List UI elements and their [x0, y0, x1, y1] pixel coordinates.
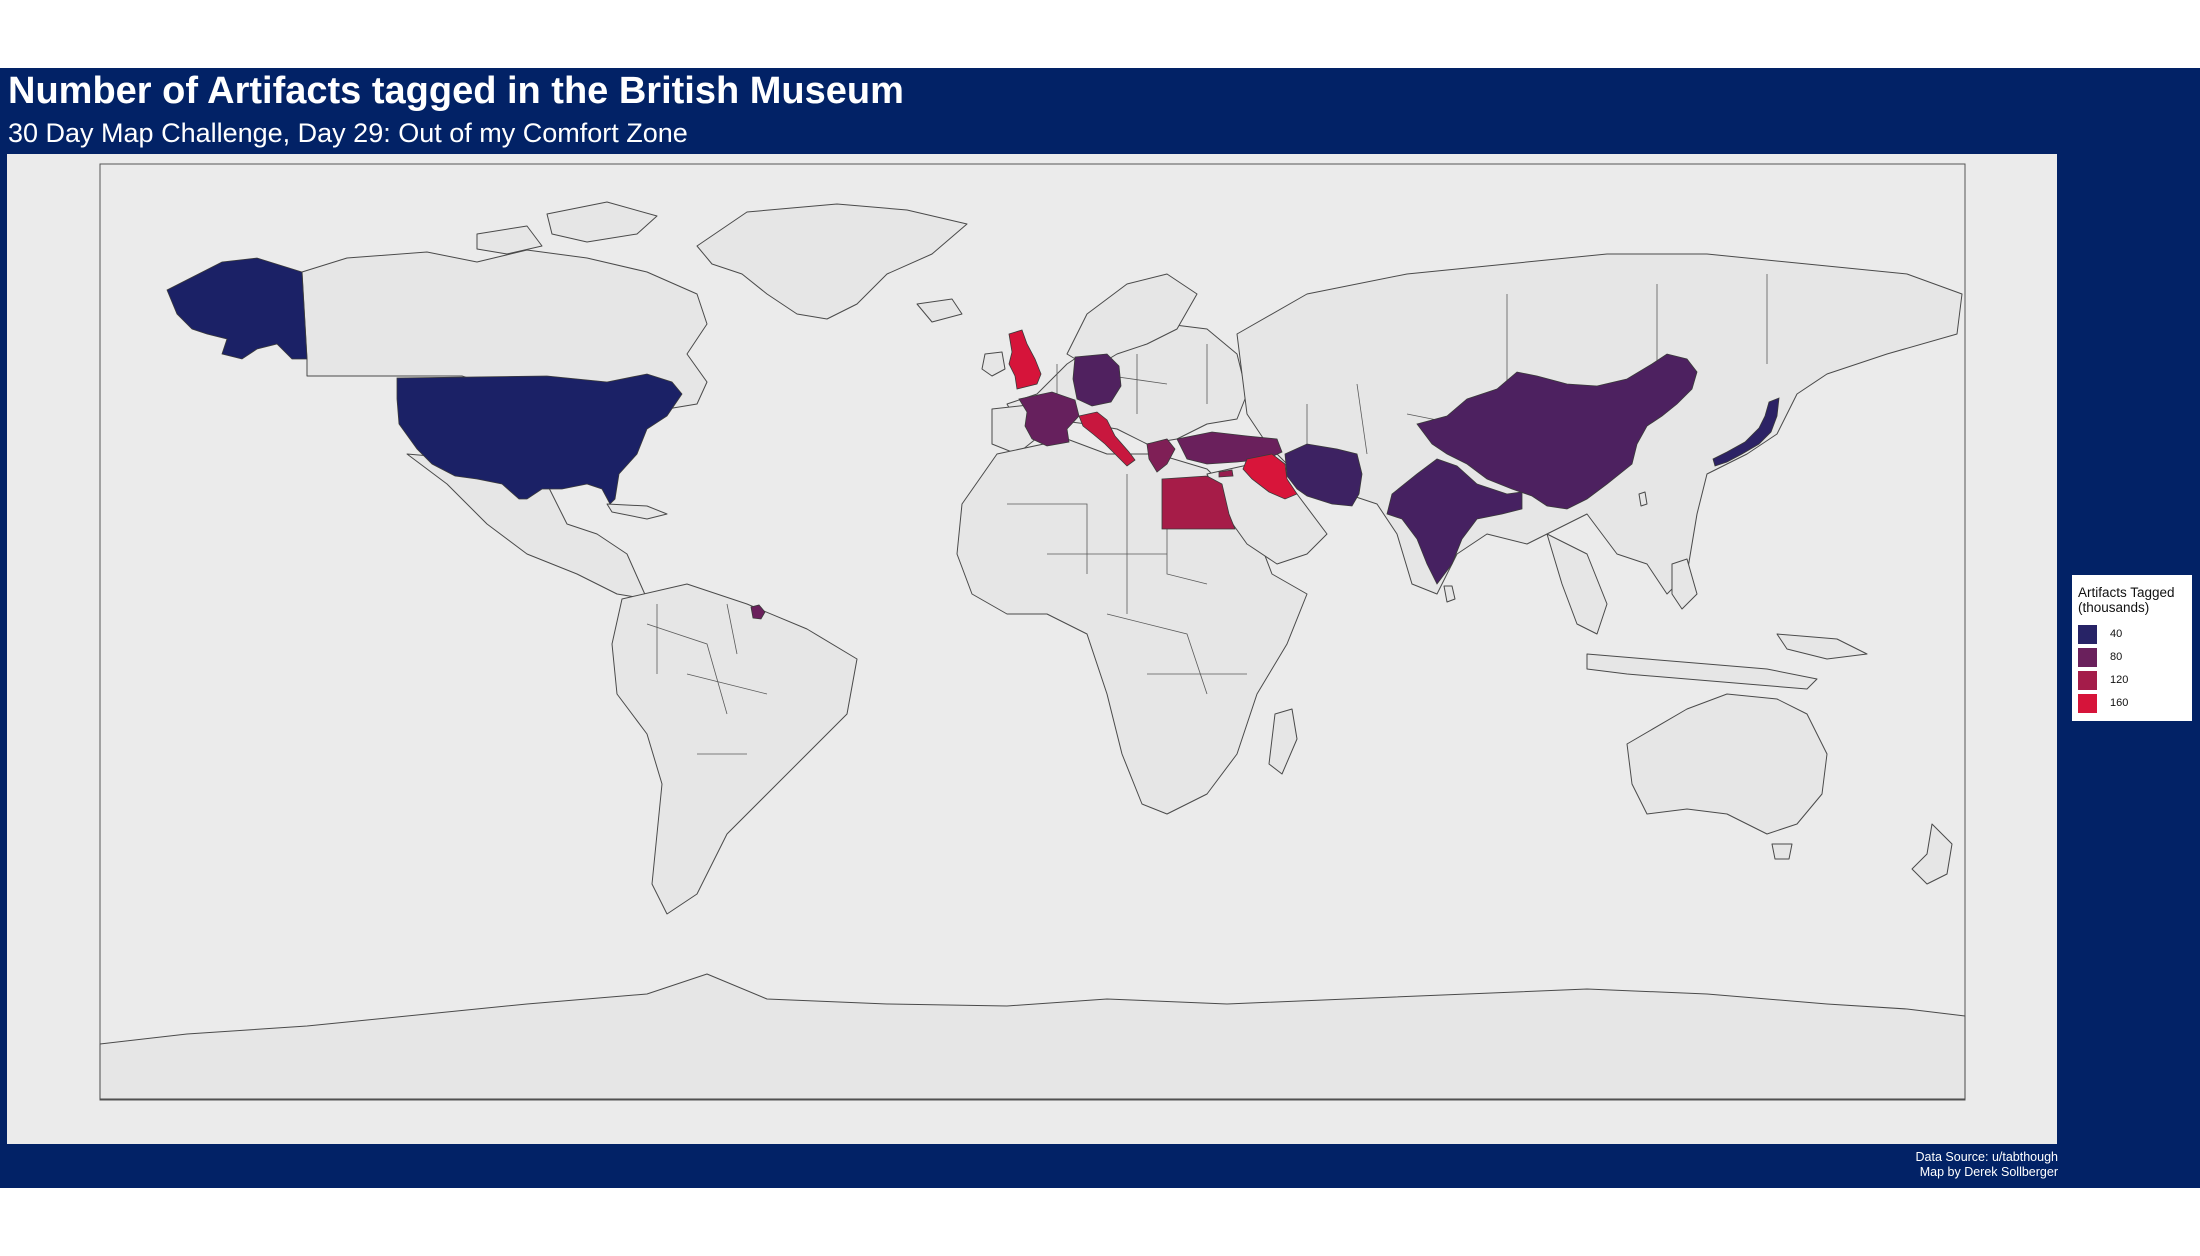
map-title: Number of Artifacts tagged in the Britis… — [8, 70, 904, 112]
legend: Artifacts Tagged (thousands) 40 80 120 1… — [2072, 575, 2192, 721]
land-australia — [1626, 693, 1828, 835]
land-new-zealand — [1911, 823, 1953, 885]
country-borders — [1056, 344, 1208, 414]
legend-label: 40 — [2110, 628, 2123, 640]
land-southeast-asia — [1546, 533, 1608, 635]
land-new-guinea — [1776, 633, 1868, 660]
legend-key — [2078, 694, 2097, 713]
land-ireland — [981, 351, 1006, 377]
caption-data-source: Data Source: u/tabthough — [1915, 1150, 2058, 1164]
land-antarctica — [99, 973, 1966, 1100]
region-united-states — [396, 373, 683, 505]
caption-author: Map by Derek Sollberger — [1919, 1165, 2058, 1179]
legend-title-line2: (thousands) — [2078, 600, 2150, 615]
map-subtitle: 30 Day Map Challenge, Day 29: Out of my … — [8, 118, 688, 148]
map-frame — [99, 163, 1966, 1101]
region-iran — [1284, 443, 1363, 507]
land-south-america — [611, 583, 858, 915]
region-germany — [1072, 353, 1122, 407]
region-italy — [1078, 411, 1136, 467]
region-greece — [1146, 438, 1176, 473]
legend-item: 160 — [2078, 694, 2188, 714]
legend-title: Artifacts Tagged (thousands) — [2078, 585, 2190, 615]
legend-item: 40 — [2078, 625, 2188, 645]
land-taiwan — [1638, 491, 1648, 507]
land-arctic-islands — [546, 201, 658, 243]
land-philippines — [1671, 558, 1698, 610]
legend-label: 120 — [2110, 674, 2129, 686]
map-plot-area — [7, 154, 2057, 1144]
land-canada — [301, 249, 708, 417]
legend-title-line1: Artifacts Tagged — [2078, 585, 2175, 600]
region-french-guiana — [750, 604, 766, 620]
legend-key — [2078, 671, 2097, 690]
land-sri-lanka — [1443, 585, 1456, 603]
region-iraq — [1242, 453, 1298, 500]
legend-item: 120 — [2078, 671, 2188, 691]
country-borders — [646, 603, 768, 755]
region-united-states-alaska — [166, 257, 308, 360]
land-africa — [956, 438, 1308, 815]
legend-key — [2078, 625, 2097, 644]
region-united-kingdom — [1008, 329, 1042, 390]
world-map — [99, 163, 1966, 1101]
legend-key — [2078, 648, 2097, 667]
region-china — [1416, 353, 1698, 510]
region-egypt — [1161, 475, 1236, 530]
legend-label: 80 — [2110, 651, 2123, 663]
land-madagascar — [1268, 708, 1298, 775]
country-borders — [1007, 274, 1768, 695]
legend-item: 80 — [2078, 648, 2188, 668]
land-iceland — [916, 298, 963, 323]
region-cyprus — [1218, 469, 1234, 478]
region-france — [1018, 391, 1080, 447]
legend-label: 160 — [2110, 697, 2129, 709]
region-japan — [1712, 397, 1780, 467]
land-greenland — [696, 203, 968, 320]
caption: Data Source: u/tabthough Map by Derek So… — [1916, 1150, 2058, 1180]
land-tasmania — [1771, 843, 1793, 860]
land-arctic-islands — [476, 225, 543, 255]
land-caribbean — [606, 503, 668, 520]
land-indonesia — [1586, 653, 1818, 690]
region-india — [1386, 458, 1523, 585]
